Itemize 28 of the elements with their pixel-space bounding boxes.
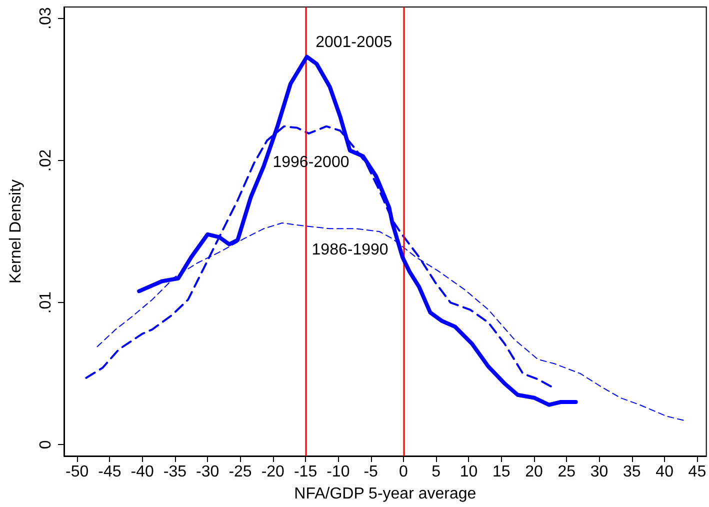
- x-tick-label: 35: [623, 464, 641, 480]
- x-tick-label: 0: [398, 464, 408, 480]
- x-tick-label: 20: [525, 464, 544, 480]
- x-tick-label: -20: [261, 464, 285, 480]
- x-tick-label: -5: [364, 464, 378, 480]
- x-tick-label: -15: [294, 464, 318, 480]
- x-tick-label: 30: [590, 464, 608, 480]
- x-tick-label: -45: [98, 464, 122, 480]
- x-tick-label: -10: [326, 464, 350, 480]
- x-tick-label: -35: [163, 464, 187, 480]
- y-axis-title: Kernel Density: [8, 179, 24, 284]
- x-tick-label: -30: [196, 464, 220, 480]
- y-tick-label: .01: [38, 291, 54, 314]
- x-tick-label: -40: [130, 464, 154, 480]
- x-tick-label: -50: [65, 464, 89, 480]
- y-tick-label: .02: [38, 149, 54, 172]
- x-tick-label: -25: [228, 464, 252, 480]
- series-label: 1986-1990: [312, 241, 388, 258]
- y-tick-label: 0: [38, 440, 54, 450]
- x-tick-label: 5: [432, 464, 441, 480]
- x-tick-label: 40: [656, 464, 674, 480]
- x-axis-title: NFA/GDP 5-year average: [294, 486, 476, 502]
- y-tick-label: .03: [38, 7, 54, 30]
- x-tick-label: 45: [688, 464, 706, 480]
- x-tick-label: 25: [558, 464, 576, 480]
- series-label: 2001-2005: [316, 34, 392, 52]
- x-tick-label: 10: [460, 464, 478, 480]
- x-tick-label: 15: [492, 464, 510, 480]
